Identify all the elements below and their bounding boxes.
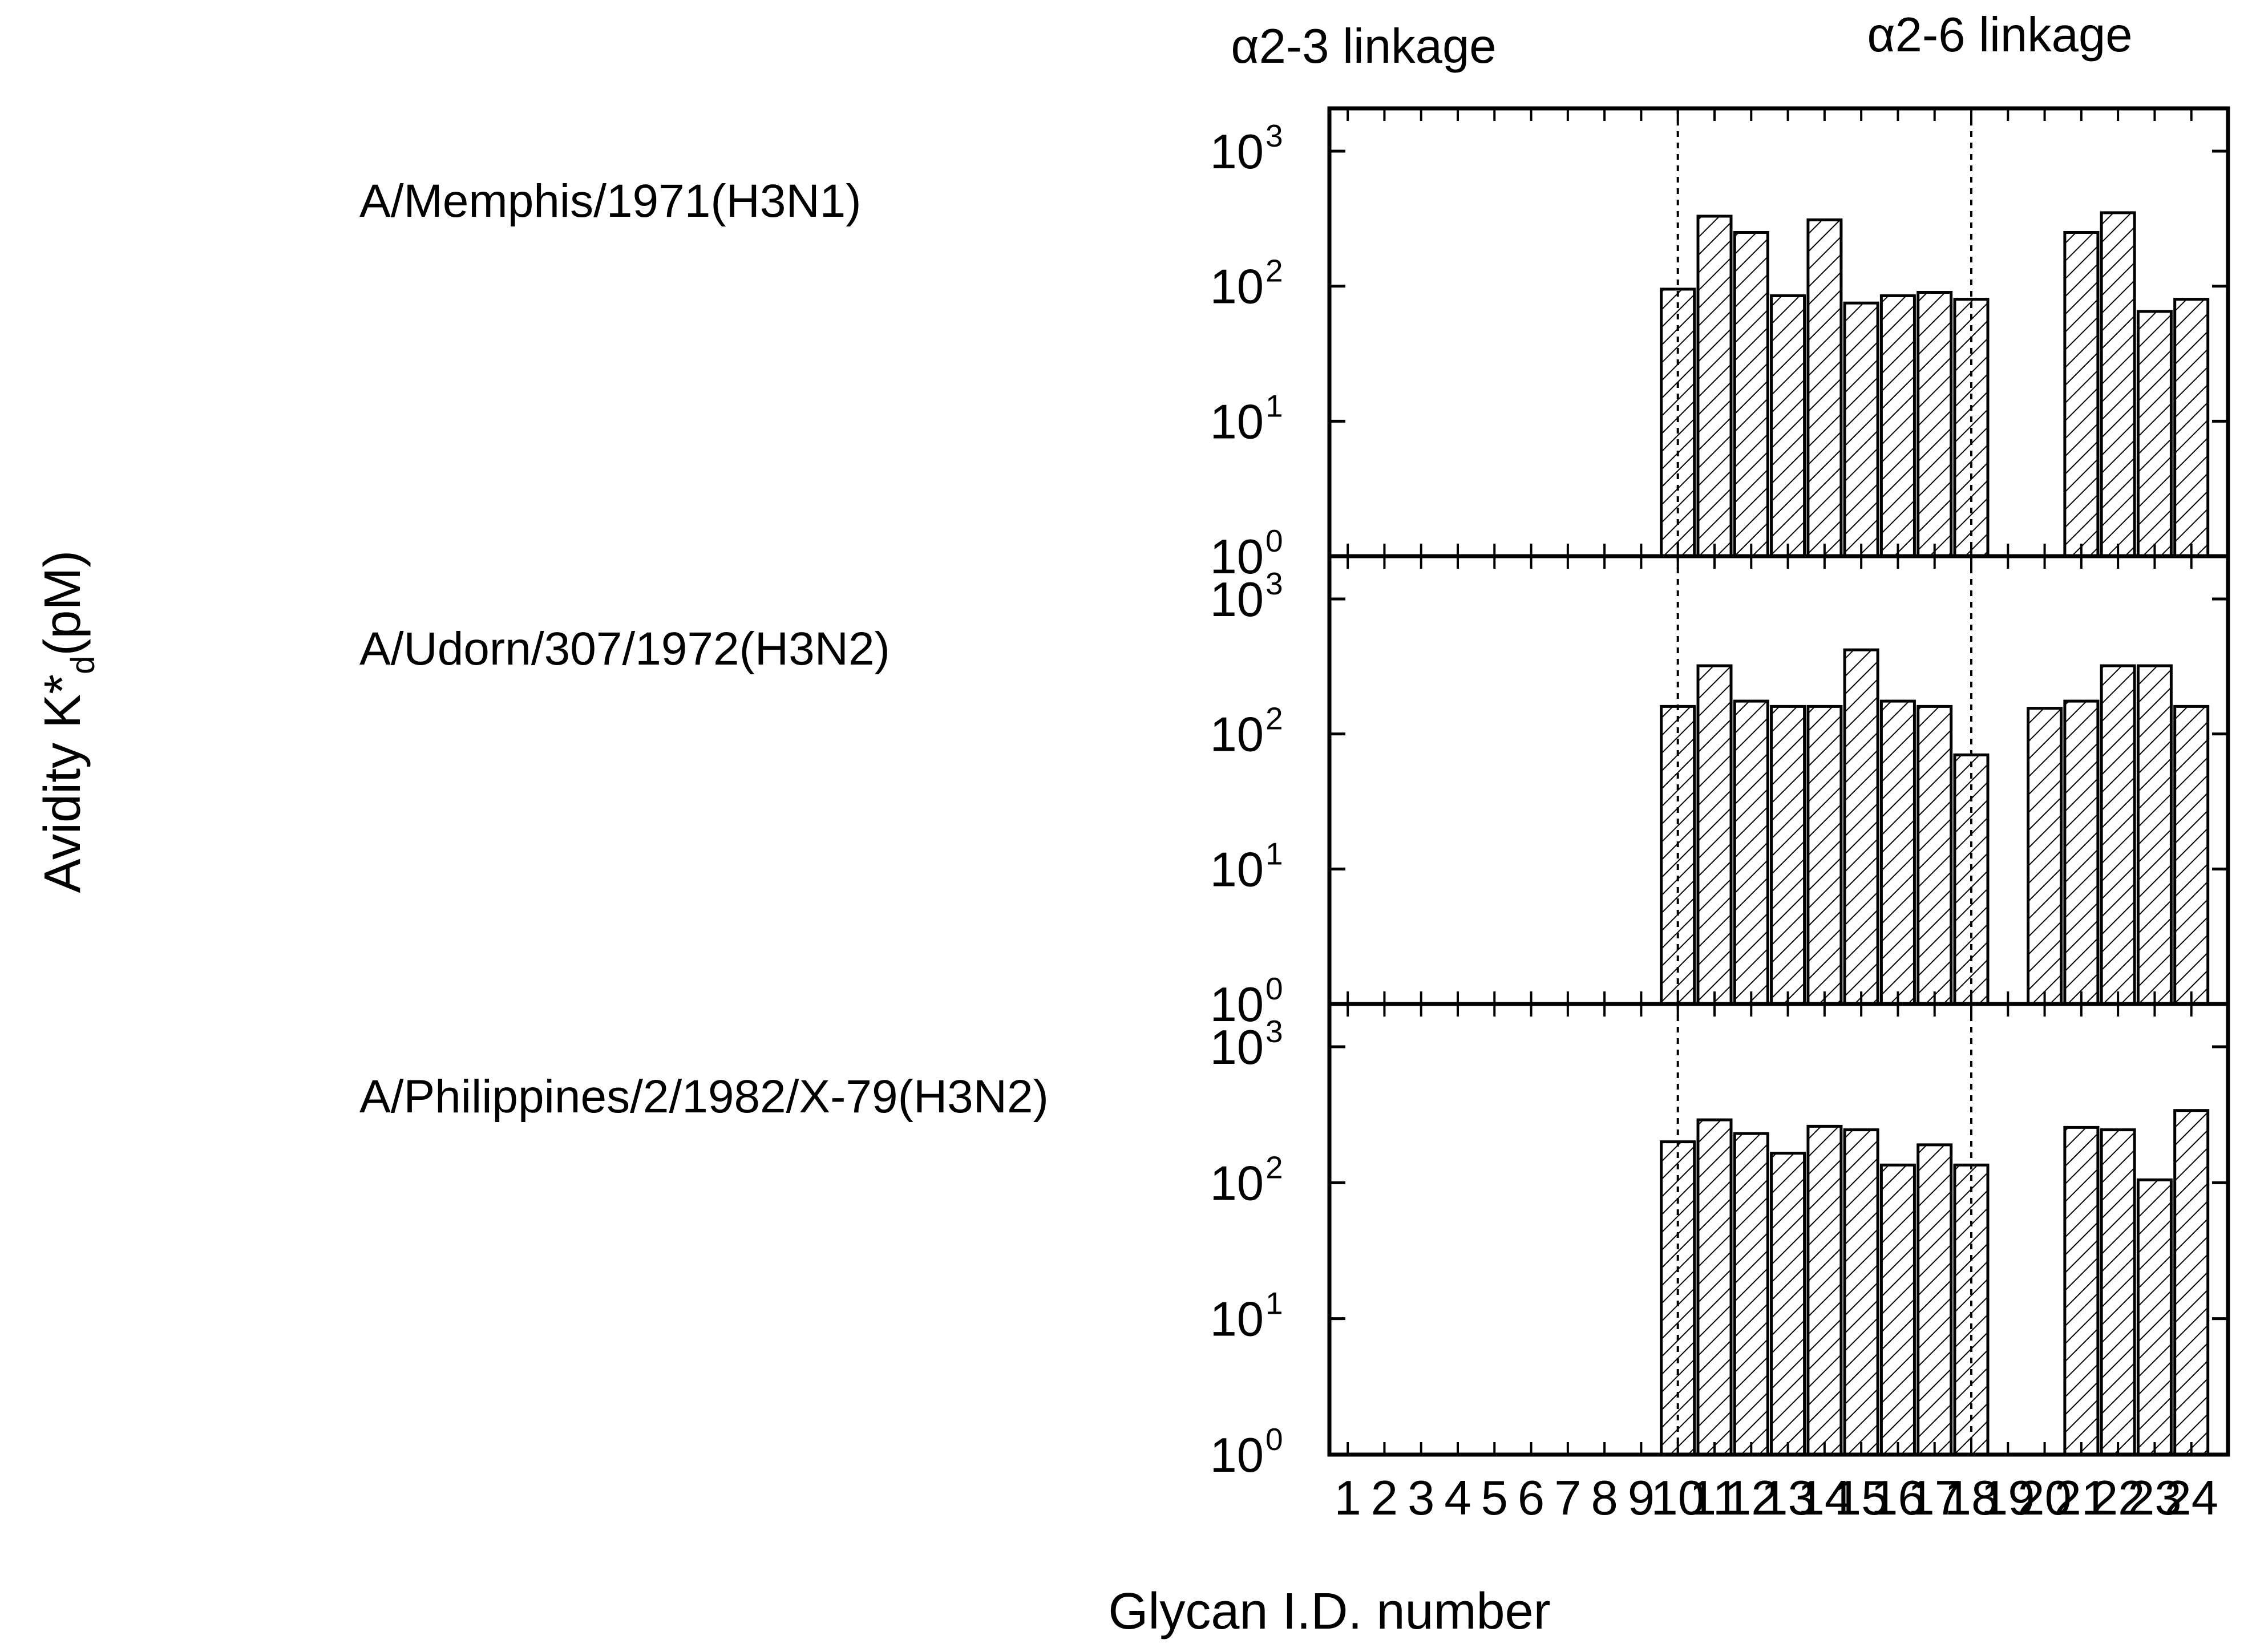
y-tick-label-1-2: 10 bbox=[1210, 260, 1264, 314]
bar-1-glycan-17 bbox=[1917, 291, 1953, 558]
bar-2-glycan-24 bbox=[2173, 704, 2210, 1006]
bar-3-glycan-23 bbox=[2136, 1178, 2173, 1456]
x-tick-label-12: 12 bbox=[1724, 1471, 1778, 1525]
y-tick-label-1-0: 10 bbox=[1210, 530, 1264, 584]
bar-1-glycan-15 bbox=[1843, 301, 1879, 558]
bar-2-glycan-12 bbox=[1733, 699, 1769, 1006]
bar-2-glycan-22 bbox=[2100, 664, 2136, 1006]
y-tick-label-2-0: 10 bbox=[1210, 978, 1264, 1032]
x-tick-label-20: 20 bbox=[2017, 1471, 2072, 1525]
y-tick-exponent-2-0: 0 bbox=[1265, 971, 1283, 1006]
x-tick-label-13: 13 bbox=[1761, 1471, 1815, 1525]
x-tick-label-2: 2 bbox=[1371, 1471, 1398, 1525]
y-tick-label-1-3: 10 bbox=[1210, 125, 1264, 179]
bar-1-glycan-23 bbox=[2136, 310, 2173, 558]
x-tick-label-6: 6 bbox=[1518, 1471, 1544, 1525]
y-tick-exponent-3-1: 1 bbox=[1265, 1286, 1283, 1321]
bar-2-glycan-16 bbox=[1879, 699, 1916, 1006]
y-tick-exponent-3-0: 0 bbox=[1265, 1422, 1283, 1457]
bar-3-glycan-11 bbox=[1696, 1118, 1733, 1456]
bar-3-glycan-22 bbox=[2100, 1128, 2136, 1456]
y-tick-exponent-1-3: 3 bbox=[1265, 118, 1283, 153]
x-tick-label-4: 4 bbox=[1444, 1471, 1471, 1525]
bar-3-glycan-14 bbox=[1806, 1124, 1843, 1456]
x-tick-label-7: 7 bbox=[1554, 1471, 1581, 1525]
bar-2-glycan-15 bbox=[1843, 648, 1879, 1006]
panel-frame-3 bbox=[1327, 1002, 2230, 1457]
y-axis-title: Avidity K*d(pM) bbox=[34, 550, 102, 893]
x-tick-label-24: 24 bbox=[2164, 1471, 2218, 1525]
bar-2-glycan-21 bbox=[2063, 699, 2100, 1006]
y-tick-label-3-1: 10 bbox=[1210, 1293, 1264, 1347]
bar-1-glycan-24 bbox=[2173, 298, 2210, 558]
panel-label-1: A/Memphis/1971(H3N1) bbox=[359, 175, 862, 227]
x-tick-label-16: 16 bbox=[1871, 1471, 1925, 1525]
bar-2-glycan-23 bbox=[2136, 664, 2173, 1006]
y-tick-label-2-1: 10 bbox=[1210, 843, 1264, 897]
bar-2-glycan-17 bbox=[1917, 704, 1953, 1006]
x-tick-label-1: 1 bbox=[1335, 1471, 1361, 1525]
bar-3-glycan-24 bbox=[2173, 1109, 2210, 1456]
y-tick-exponent-3-2: 2 bbox=[1265, 1149, 1283, 1185]
x-tick-label-21: 21 bbox=[2055, 1471, 2109, 1525]
x-tick-label-11: 11 bbox=[1689, 1471, 1740, 1525]
bar-1-glycan-14 bbox=[1806, 218, 1843, 558]
x-tick-label-9: 9 bbox=[1628, 1471, 1655, 1525]
y-tick-exponent-1-0: 0 bbox=[1265, 523, 1283, 558]
bar-2-glycan-13 bbox=[1770, 704, 1806, 1006]
bar-3-glycan-16 bbox=[1879, 1163, 1916, 1456]
bar-1-glycan-13 bbox=[1770, 294, 1806, 558]
x-tick-label-10: 10 bbox=[1651, 1471, 1705, 1525]
bar-1-glycan-12 bbox=[1733, 231, 1769, 558]
x-tick-label-5: 5 bbox=[1481, 1471, 1508, 1525]
linkage-label-2: α2-6 linkage bbox=[1867, 8, 2133, 62]
bar-2-glycan-14 bbox=[1806, 704, 1843, 1006]
bar-3-glycan-21 bbox=[2063, 1125, 2100, 1456]
bar-1-glycan-16 bbox=[1879, 294, 1916, 558]
y-tick-exponent-1-1: 1 bbox=[1265, 388, 1283, 423]
linkage-label-1: α2-3 linkage bbox=[1231, 19, 1497, 74]
x-tick-label-18: 18 bbox=[1944, 1471, 1999, 1525]
y-tick-label-3-0: 10 bbox=[1210, 1428, 1264, 1483]
x-tick-label-22: 22 bbox=[2091, 1471, 2145, 1525]
bar-1-glycan-21 bbox=[2063, 231, 2100, 558]
bar-3-glycan-18 bbox=[1953, 1163, 1990, 1456]
y-tick-exponent-1-2: 2 bbox=[1265, 253, 1283, 289]
y-tick-label-3-2: 10 bbox=[1210, 1156, 1264, 1210]
bar-2-glycan-11 bbox=[1696, 664, 1733, 1006]
x-tick-label-8: 8 bbox=[1591, 1471, 1618, 1525]
y-tick-exponent-2-2: 2 bbox=[1265, 701, 1283, 736]
bar-1-glycan-11 bbox=[1696, 214, 1733, 558]
y-tick-label-3-3: 10 bbox=[1210, 1021, 1264, 1075]
y-tick-exponent-2-1: 1 bbox=[1265, 836, 1283, 871]
bar-3-glycan-17 bbox=[1917, 1143, 1953, 1456]
bar-2-glycan-20 bbox=[2027, 707, 2063, 1006]
x-axis-title: Glycan I.D. number bbox=[1108, 1583, 1550, 1640]
x-tick-label-3: 3 bbox=[1408, 1471, 1434, 1525]
bar-1-glycan-22 bbox=[2100, 211, 2136, 558]
x-tick-label-17: 17 bbox=[1907, 1471, 1962, 1525]
bar-3-glycan-13 bbox=[1770, 1152, 1806, 1456]
x-tick-label-15: 15 bbox=[1834, 1471, 1889, 1525]
y-tick-exponent-2-3: 3 bbox=[1265, 566, 1283, 601]
panel-label-2: A/Udorn/307/1972(H3N2) bbox=[359, 623, 890, 675]
bar-3-glycan-12 bbox=[1733, 1132, 1769, 1456]
panel-label-3: A/Philippines/2/1982/X-79(H3N2) bbox=[359, 1071, 1049, 1123]
y-tick-label-2-3: 10 bbox=[1210, 573, 1264, 627]
y-tick-label-2-2: 10 bbox=[1210, 708, 1264, 762]
y-tick-label-1-1: 10 bbox=[1210, 395, 1264, 449]
bar-3-glycan-15 bbox=[1843, 1128, 1879, 1456]
x-tick-label-23: 23 bbox=[2128, 1471, 2182, 1525]
y-tick-exponent-3-3: 3 bbox=[1265, 1014, 1283, 1049]
x-tick-label-19: 19 bbox=[1981, 1471, 2035, 1525]
x-tick-label-14: 14 bbox=[1798, 1471, 1852, 1525]
